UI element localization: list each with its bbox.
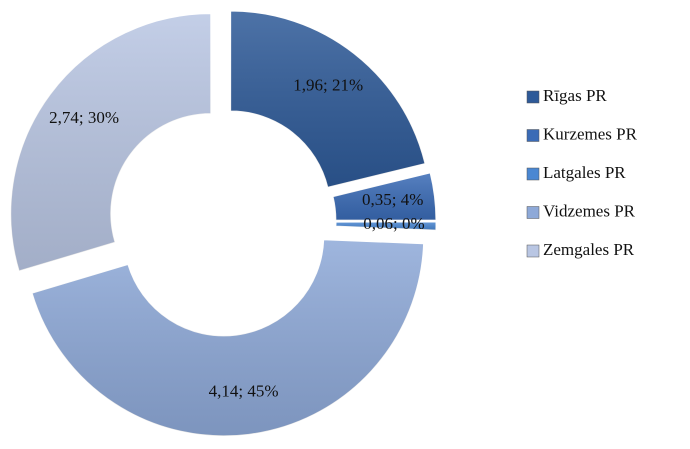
slice-shade [335, 221, 436, 231]
legend-swatch [526, 244, 540, 258]
data-label: 0,06; 0% [363, 214, 424, 233]
legend-swatch [526, 129, 540, 142]
data-label: 1,96; 21% [293, 76, 363, 95]
slice-shade [32, 239, 424, 436]
legend-label: Zemgales PR [543, 240, 635, 259]
data-label: 2,74; 30% [49, 108, 119, 127]
data-label: 4,14; 45% [209, 382, 279, 401]
legend-label: Vidzemes PR [543, 201, 636, 220]
slice-shade [10, 13, 211, 271]
legend-swatch [526, 206, 540, 219]
data-label: 0,35; 4% [362, 190, 423, 209]
legend-label: Latgales PR [543, 163, 626, 182]
legend-swatch [526, 90, 540, 104]
legend-label: Rīgas PR [543, 86, 607, 105]
legend-swatch [526, 167, 540, 181]
legend-label: Kurzemes PR [543, 124, 638, 143]
slice-shade [333, 172, 436, 221]
slice-shade [230, 10, 425, 188]
